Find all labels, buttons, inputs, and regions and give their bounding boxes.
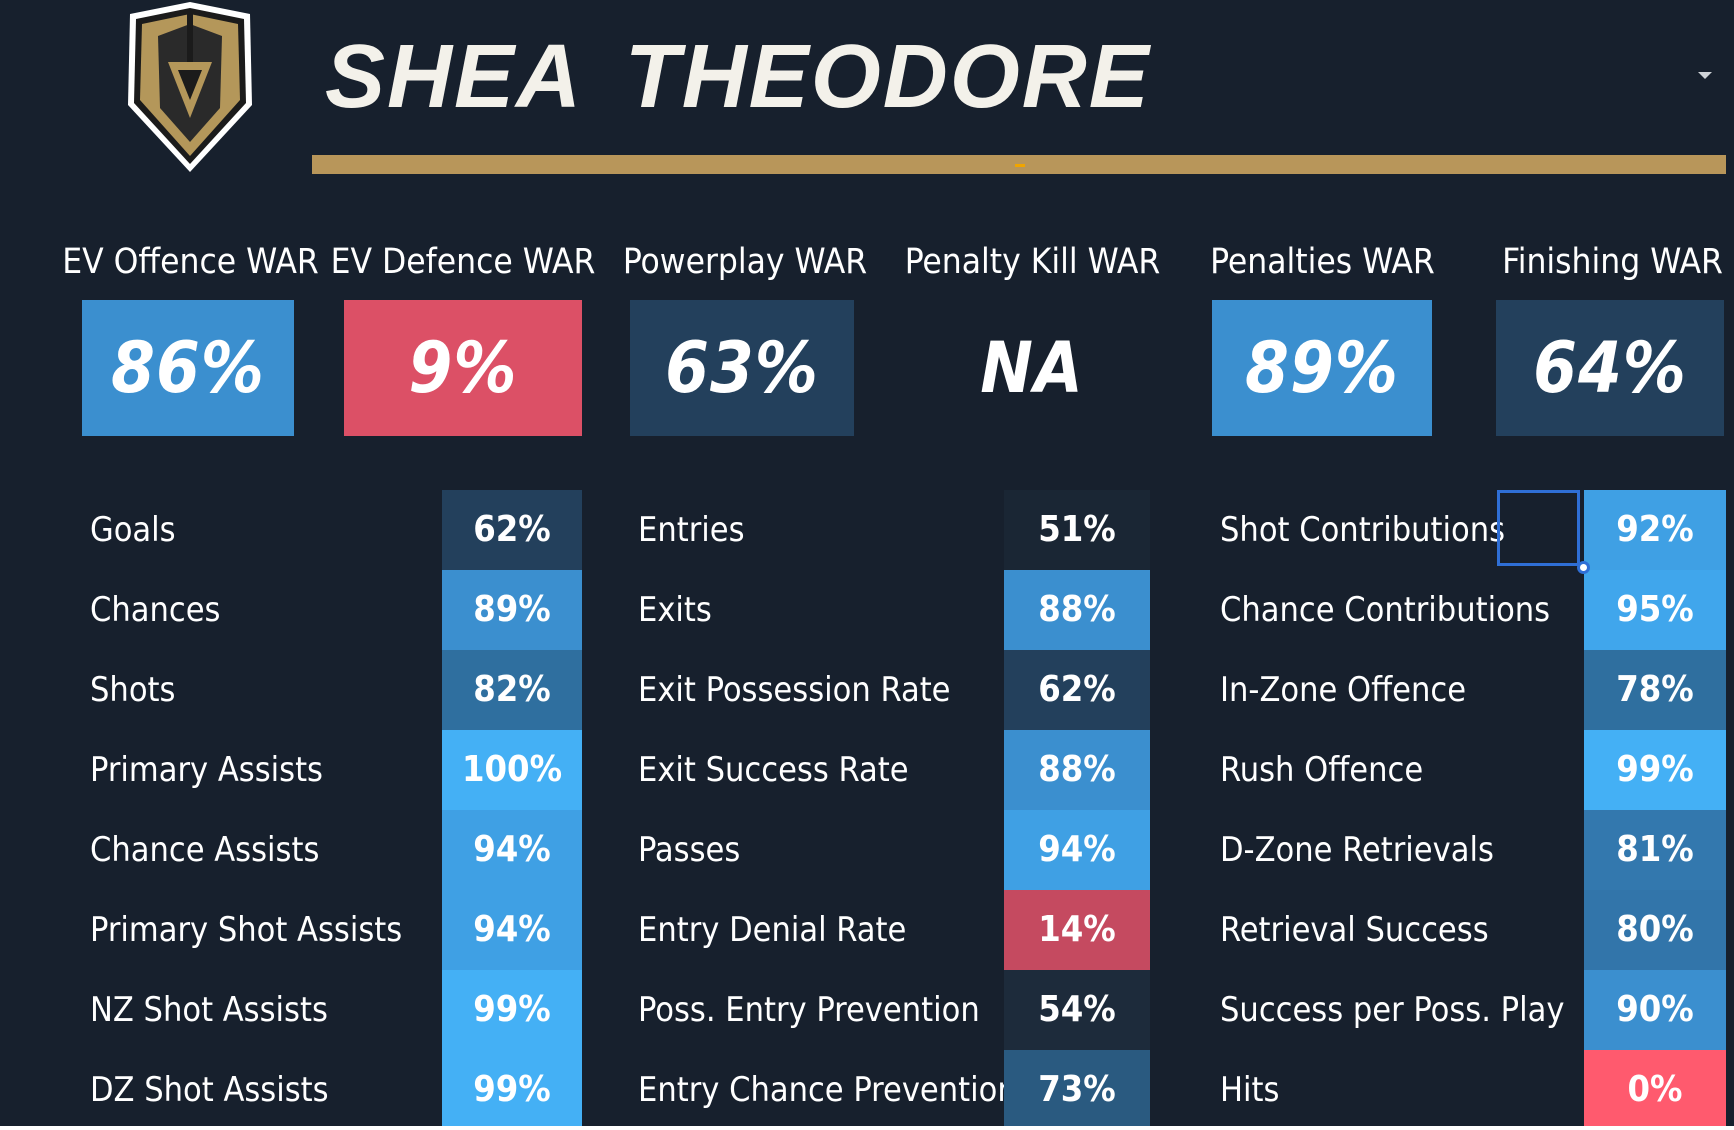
stat-label-nz-shot-assists: NZ Shot Assists <box>90 990 328 1030</box>
war-value-powerplay: 63% <box>630 300 854 436</box>
war-value-ev-defence: 9% <box>344 300 582 436</box>
stat-value-retrieval-success[interactable]: 80% <box>1584 890 1726 970</box>
stat-value-d-zone-retrievals[interactable]: 81% <box>1584 810 1726 890</box>
war-label-powerplay: Powerplay WAR <box>622 242 868 282</box>
stat-value-success-per-poss-play[interactable]: 90% <box>1584 970 1726 1050</box>
stat-label-exit-success-rate: Exit Success Rate <box>638 750 909 790</box>
stat-label-hits: Hits <box>1220 1070 1280 1110</box>
stat-value-shots[interactable]: 82% <box>442 650 582 730</box>
stat-value-exits[interactable]: 88% <box>1004 570 1150 650</box>
caret-down-icon[interactable] <box>1698 72 1712 79</box>
divider-marker <box>1015 164 1025 167</box>
stat-label-success-per-poss-play: Success per Poss. Play <box>1220 990 1565 1030</box>
stat-label-retrieval-success: Retrieval Success <box>1220 910 1489 950</box>
stat-value-chance-assists[interactable]: 94% <box>442 810 582 890</box>
team-logo-icon <box>120 0 260 175</box>
stat-value-nz-shot-assists[interactable]: 99% <box>442 970 582 1050</box>
war-value-penalty-kill: NA <box>980 327 1084 409</box>
stat-value-rush-offence[interactable]: 99% <box>1584 730 1726 810</box>
war-label-ev-defence: EV Defence WAR <box>330 242 596 282</box>
war-label-penalties: Penalties WAR <box>1210 242 1435 282</box>
stat-value-poss-entry-prevention[interactable]: 54% <box>1004 970 1150 1050</box>
cell-selection-box[interactable] <box>1497 490 1580 566</box>
stat-label-exit-possession-rate: Exit Possession Rate <box>638 670 951 710</box>
stat-label-chance-assists: Chance Assists <box>90 830 320 870</box>
bottom-border <box>0 1126 1734 1130</box>
stat-value-exit-success-rate[interactable]: 88% <box>1004 730 1150 810</box>
stat-label-poss-entry-prevention: Poss. Entry Prevention <box>638 990 980 1030</box>
stat-value-dz-shot-assists[interactable]: 99% <box>442 1050 582 1130</box>
stat-label-primary-assists: Primary Assists <box>90 750 323 790</box>
war-value-ev-offence: 86% <box>82 300 294 436</box>
stat-value-chances[interactable]: 89% <box>442 570 582 650</box>
stat-value-exit-possession-rate[interactable]: 62% <box>1004 650 1150 730</box>
stat-value-primary-shot-assists[interactable]: 94% <box>442 890 582 970</box>
stat-label-passes: Passes <box>638 830 741 870</box>
stat-label-entry-denial-rate: Entry Denial Rate <box>638 910 907 950</box>
stat-label-shot-contributions: Shot Contributions <box>1220 510 1506 550</box>
stat-label-chances: Chances <box>90 590 221 630</box>
selection-fill-handle[interactable] <box>1577 561 1590 574</box>
stat-label-entries: Entries <box>638 510 745 550</box>
stat-value-entries[interactable]: 51% <box>1004 490 1150 570</box>
war-label-ev-offence: EV Offence WAR <box>62 242 319 282</box>
stat-value-goals[interactable]: 62% <box>442 490 582 570</box>
stat-label-goals: Goals <box>90 510 176 550</box>
stat-label-chance-contributions: Chance Contributions <box>1220 590 1551 630</box>
stat-label-rush-offence: Rush Offence <box>1220 750 1424 790</box>
stat-label-primary-shot-assists: Primary Shot Assists <box>90 910 403 950</box>
war-label-finishing: Finishing WAR <box>1502 242 1723 282</box>
stat-value-hits[interactable]: 0% <box>1584 1050 1726 1130</box>
war-value-finishing: 64% <box>1496 300 1724 436</box>
player-name: SHEA THEODORE <box>325 27 1151 127</box>
stat-value-entry-denial-rate[interactable]: 14% <box>1004 890 1150 970</box>
stat-label-dz-shot-assists: DZ Shot Assists <box>90 1070 329 1110</box>
stat-label-shots: Shots <box>90 670 176 710</box>
war-label-penalty-kill: Penalty Kill WAR <box>904 242 1161 282</box>
stat-label-d-zone-retrievals: D-Zone Retrievals <box>1220 830 1494 870</box>
stat-label-in-zone-offence: In-Zone Offence <box>1220 670 1467 710</box>
stat-label-entry-chance-prevention: Entry Chance Prevention <box>638 1070 1017 1110</box>
stat-value-primary-assists[interactable]: 100% <box>442 730 582 810</box>
stat-value-entry-chance-prevention[interactable]: 73% <box>1004 1050 1150 1130</box>
war-value-penalties: 89% <box>1212 300 1432 436</box>
stat-label-exits: Exits <box>638 590 712 630</box>
stat-value-passes[interactable]: 94% <box>1004 810 1150 890</box>
stat-value-chance-contributions[interactable]: 95% <box>1584 570 1726 650</box>
stat-value-shot-contributions[interactable]: 92% <box>1584 490 1726 570</box>
stat-value-in-zone-offence[interactable]: 78% <box>1584 650 1726 730</box>
